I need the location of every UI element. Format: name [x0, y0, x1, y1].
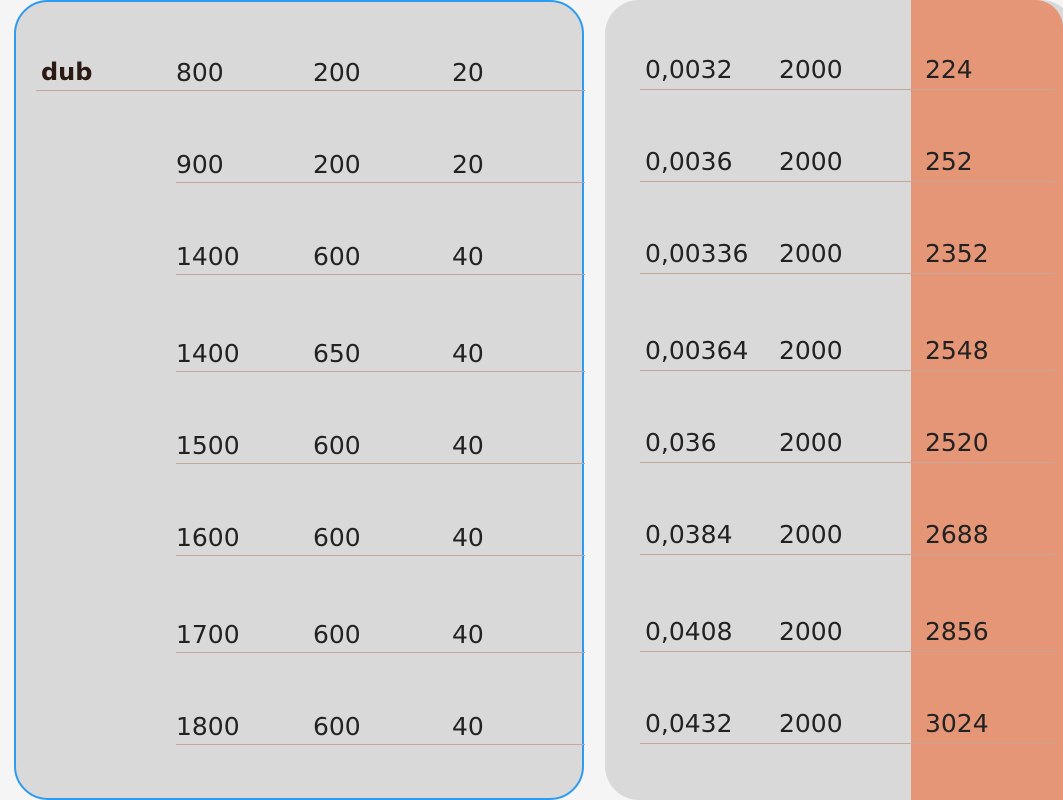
left-table-cell: 40: [452, 712, 484, 741]
right-table-cell: 2000: [779, 239, 843, 268]
row-divider: [640, 273, 1055, 274]
right-table-cell: 2000: [779, 617, 843, 646]
right-table-cell: 2000: [779, 428, 843, 457]
result-cell: 224: [925, 55, 973, 84]
right-table-cell: 2000: [779, 336, 843, 365]
left-table-cell: 200: [313, 58, 361, 87]
right-table-cell: 0,0032: [645, 55, 733, 84]
right-table-cell: 0,0408: [645, 617, 733, 646]
left-table-cell: 600: [313, 712, 361, 741]
group-label: dub: [41, 58, 93, 86]
left-table-cell: 800: [176, 58, 224, 87]
right-table-cell: 2000: [779, 147, 843, 176]
row-divider: [176, 182, 585, 183]
right-table-cell: 0,036: [645, 428, 717, 457]
row-divider: [36, 90, 585, 91]
left-table-cell: 40: [452, 242, 484, 271]
row-divider: [176, 274, 585, 275]
right-table-cell: 0,0384: [645, 520, 733, 549]
row-divider: [176, 463, 585, 464]
result-cell: 252: [925, 147, 973, 176]
row-divider: [640, 370, 1055, 371]
result-cell: 2548: [925, 336, 989, 365]
right-table-cell: 0,00364: [645, 336, 749, 365]
result-cell: 2856: [925, 617, 989, 646]
left-table-cell: 1400: [176, 242, 240, 271]
left-table-cell: 600: [313, 523, 361, 552]
row-divider: [640, 181, 1055, 182]
left-table-cell: 1600: [176, 523, 240, 552]
right-table-cell: 2000: [779, 709, 843, 738]
result-cell: 2352: [925, 239, 989, 268]
left-table-cell: 20: [452, 58, 484, 87]
row-divider: [176, 652, 585, 653]
left-table-cell: 900: [176, 150, 224, 179]
row-divider: [640, 462, 1055, 463]
result-cell: 2688: [925, 520, 989, 549]
row-divider: [176, 555, 585, 556]
left-table-panel: [14, 0, 584, 800]
result-cell: 2520: [925, 428, 989, 457]
left-table-cell: 40: [452, 431, 484, 460]
row-divider: [640, 554, 1055, 555]
result-cell: 3024: [925, 709, 989, 738]
left-table-cell: 600: [313, 431, 361, 460]
left-table-cell: 1700: [176, 620, 240, 649]
left-table-cell: 200: [313, 150, 361, 179]
right-table-cell: 0,00336: [645, 239, 749, 268]
left-table-cell: 40: [452, 523, 484, 552]
row-divider: [640, 651, 1055, 652]
left-table-cell: 1800: [176, 712, 240, 741]
left-table-cell: 40: [452, 339, 484, 368]
left-table-cell: 40: [452, 620, 484, 649]
right-table-cell: 0,0432: [645, 709, 733, 738]
row-divider: [640, 743, 1055, 744]
left-table-cell: 650: [313, 339, 361, 368]
left-table-cell: 600: [313, 242, 361, 271]
left-table-cell: 1400: [176, 339, 240, 368]
right-table-cell: 0,0036: [645, 147, 733, 176]
highlighted-result-column: [911, 0, 1063, 800]
row-divider: [640, 89, 1055, 90]
row-divider: [176, 371, 585, 372]
row-divider: [176, 744, 585, 745]
left-table-cell: 1500: [176, 431, 240, 460]
left-table-cell: 600: [313, 620, 361, 649]
right-table-cell: 2000: [779, 520, 843, 549]
left-table-cell: 20: [452, 150, 484, 179]
right-table-cell: 2000: [779, 55, 843, 84]
